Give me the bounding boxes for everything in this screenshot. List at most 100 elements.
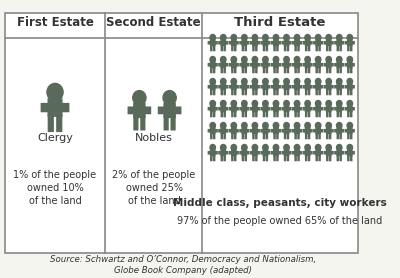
- FancyBboxPatch shape: [320, 107, 323, 111]
- FancyBboxPatch shape: [320, 41, 323, 44]
- FancyBboxPatch shape: [260, 151, 264, 155]
- FancyBboxPatch shape: [262, 127, 268, 134]
- Circle shape: [347, 56, 352, 63]
- FancyBboxPatch shape: [326, 39, 332, 46]
- FancyBboxPatch shape: [336, 111, 339, 117]
- FancyBboxPatch shape: [278, 151, 281, 155]
- FancyBboxPatch shape: [329, 111, 331, 117]
- FancyBboxPatch shape: [244, 155, 247, 161]
- FancyBboxPatch shape: [276, 155, 279, 161]
- Circle shape: [231, 56, 236, 63]
- FancyBboxPatch shape: [340, 67, 342, 73]
- FancyBboxPatch shape: [273, 67, 276, 73]
- Circle shape: [242, 34, 247, 41]
- FancyBboxPatch shape: [133, 103, 146, 118]
- Circle shape: [210, 34, 216, 41]
- FancyBboxPatch shape: [315, 127, 321, 134]
- FancyBboxPatch shape: [234, 67, 236, 73]
- FancyBboxPatch shape: [329, 89, 331, 95]
- FancyBboxPatch shape: [214, 63, 218, 66]
- Circle shape: [326, 56, 332, 63]
- FancyBboxPatch shape: [305, 67, 308, 73]
- FancyBboxPatch shape: [262, 83, 268, 90]
- FancyBboxPatch shape: [273, 155, 276, 161]
- FancyBboxPatch shape: [288, 41, 292, 44]
- FancyBboxPatch shape: [218, 85, 222, 88]
- FancyBboxPatch shape: [278, 129, 281, 133]
- FancyBboxPatch shape: [308, 89, 310, 95]
- FancyBboxPatch shape: [318, 67, 321, 73]
- FancyBboxPatch shape: [273, 149, 279, 156]
- FancyBboxPatch shape: [140, 115, 146, 130]
- FancyBboxPatch shape: [210, 133, 212, 139]
- FancyBboxPatch shape: [208, 85, 211, 88]
- FancyBboxPatch shape: [266, 45, 268, 51]
- Circle shape: [210, 78, 216, 85]
- FancyBboxPatch shape: [318, 89, 321, 95]
- FancyBboxPatch shape: [350, 111, 352, 117]
- FancyBboxPatch shape: [294, 45, 297, 51]
- Circle shape: [284, 34, 289, 41]
- FancyBboxPatch shape: [278, 107, 281, 111]
- FancyBboxPatch shape: [334, 129, 338, 133]
- FancyBboxPatch shape: [244, 111, 247, 117]
- FancyBboxPatch shape: [252, 67, 255, 73]
- FancyBboxPatch shape: [282, 151, 285, 155]
- FancyBboxPatch shape: [309, 63, 313, 66]
- FancyBboxPatch shape: [341, 85, 344, 88]
- Circle shape: [347, 123, 352, 128]
- FancyBboxPatch shape: [305, 39, 310, 46]
- FancyBboxPatch shape: [273, 83, 279, 90]
- FancyBboxPatch shape: [242, 45, 244, 51]
- FancyBboxPatch shape: [350, 133, 352, 139]
- FancyBboxPatch shape: [302, 41, 306, 44]
- FancyBboxPatch shape: [208, 63, 211, 66]
- FancyBboxPatch shape: [326, 155, 328, 161]
- FancyBboxPatch shape: [284, 111, 286, 117]
- FancyBboxPatch shape: [318, 155, 321, 161]
- FancyBboxPatch shape: [284, 83, 289, 90]
- FancyBboxPatch shape: [334, 85, 338, 88]
- FancyBboxPatch shape: [231, 89, 234, 95]
- FancyBboxPatch shape: [294, 133, 297, 139]
- FancyBboxPatch shape: [273, 133, 276, 139]
- FancyBboxPatch shape: [282, 41, 285, 44]
- FancyBboxPatch shape: [329, 67, 331, 73]
- FancyBboxPatch shape: [250, 85, 253, 88]
- FancyBboxPatch shape: [48, 114, 54, 132]
- FancyBboxPatch shape: [260, 129, 264, 133]
- FancyBboxPatch shape: [220, 45, 223, 51]
- FancyBboxPatch shape: [262, 61, 268, 68]
- Circle shape: [316, 100, 321, 106]
- Circle shape: [294, 100, 300, 106]
- FancyBboxPatch shape: [246, 63, 250, 66]
- FancyBboxPatch shape: [220, 105, 226, 112]
- FancyBboxPatch shape: [308, 111, 310, 117]
- FancyBboxPatch shape: [213, 133, 215, 139]
- FancyBboxPatch shape: [273, 89, 276, 95]
- FancyBboxPatch shape: [352, 85, 355, 88]
- FancyBboxPatch shape: [315, 149, 321, 156]
- FancyBboxPatch shape: [239, 151, 242, 155]
- FancyBboxPatch shape: [163, 103, 176, 118]
- FancyBboxPatch shape: [347, 111, 350, 117]
- Circle shape: [294, 78, 300, 85]
- FancyBboxPatch shape: [308, 155, 310, 161]
- FancyBboxPatch shape: [297, 111, 300, 117]
- FancyBboxPatch shape: [309, 41, 313, 44]
- FancyBboxPatch shape: [271, 85, 274, 88]
- FancyBboxPatch shape: [252, 89, 255, 95]
- FancyBboxPatch shape: [214, 41, 218, 44]
- FancyBboxPatch shape: [347, 61, 353, 68]
- FancyBboxPatch shape: [273, 45, 276, 51]
- Text: Source: Schwartz and O’Connor, Democracy and Nationalism,
Globe Book Company (ad: Source: Schwartz and O’Connor, Democracy…: [50, 255, 316, 275]
- FancyBboxPatch shape: [229, 129, 232, 133]
- FancyBboxPatch shape: [273, 105, 279, 112]
- FancyBboxPatch shape: [225, 129, 228, 133]
- FancyBboxPatch shape: [252, 149, 258, 156]
- FancyBboxPatch shape: [308, 133, 310, 139]
- FancyBboxPatch shape: [246, 85, 250, 88]
- Circle shape: [273, 34, 279, 41]
- FancyBboxPatch shape: [284, 155, 286, 161]
- FancyBboxPatch shape: [214, 129, 218, 133]
